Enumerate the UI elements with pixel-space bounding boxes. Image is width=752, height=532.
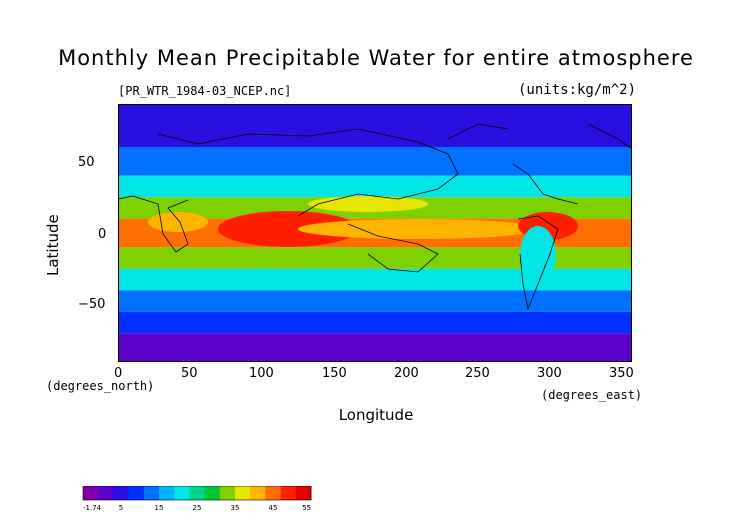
units-label: (units:kg/m^2) bbox=[518, 82, 637, 98]
y-axis-label: Latitude bbox=[44, 214, 62, 276]
field-band-9 bbox=[118, 333, 632, 362]
field-band-0 bbox=[118, 104, 632, 147]
field-patch-0 bbox=[218, 211, 358, 247]
field-band-6 bbox=[118, 268, 632, 291]
colorbar-swatch-10 bbox=[235, 486, 251, 500]
x-tick-0: 0 bbox=[114, 366, 123, 381]
colorbar-tick-label: 55 bbox=[302, 504, 311, 512]
x-axis-label: Longitude bbox=[338, 406, 414, 424]
field-band-1 bbox=[118, 147, 632, 176]
colorbar-tick-label: 45 bbox=[269, 504, 278, 512]
map-plot bbox=[118, 104, 632, 362]
colorbar-frame bbox=[82, 486, 312, 501]
colorbar-swatch-2 bbox=[113, 486, 129, 500]
colorbar: -1.74 5 15 25 35 45 55 bbox=[82, 486, 312, 512]
x-tick-350: 350 bbox=[609, 366, 634, 381]
colorbar-swatch-6 bbox=[174, 486, 190, 500]
x-tick-200: 200 bbox=[394, 366, 419, 381]
coastline-4 bbox=[517, 215, 559, 311]
colorbar-swatch-12 bbox=[265, 486, 281, 500]
colorbar-tick-label: 15 bbox=[155, 504, 164, 512]
y-tick-0: 0 bbox=[98, 227, 107, 242]
y-tick-neg50: −50 bbox=[78, 297, 106, 312]
x-tick-250: 250 bbox=[465, 366, 490, 381]
chart-title: Monthly Mean Precipitable Water for enti… bbox=[58, 46, 694, 70]
coastline-1 bbox=[157, 128, 459, 217]
colorbar-swatch-4 bbox=[143, 486, 160, 500]
field-band-2 bbox=[118, 175, 632, 198]
colorbar-swatch-0 bbox=[83, 486, 99, 500]
coastline-6 bbox=[587, 123, 632, 150]
field-band-7 bbox=[118, 290, 632, 312]
colorbar-tick-label: 25 bbox=[193, 504, 202, 512]
plot-frame bbox=[118, 104, 632, 362]
x-tick-50: 50 bbox=[181, 366, 198, 381]
x-tick-150: 150 bbox=[322, 366, 347, 381]
colorbar-swatch-9 bbox=[219, 486, 236, 500]
field-patch-5 bbox=[520, 226, 556, 282]
colorbar-swatch-13 bbox=[280, 486, 297, 500]
colorbar-swatch-7 bbox=[189, 486, 205, 500]
field-band-8 bbox=[118, 311, 632, 334]
colorbar-swatch-14 bbox=[295, 486, 312, 500]
colorbar-tick-label: -1.74 bbox=[83, 504, 102, 512]
field-patch-4 bbox=[308, 196, 428, 212]
field-band-5 bbox=[118, 247, 632, 269]
coastline-3 bbox=[512, 163, 579, 205]
x-tick-300: 300 bbox=[537, 366, 562, 381]
field-patch-3 bbox=[148, 212, 208, 232]
colorbar-swatch-3 bbox=[128, 486, 145, 500]
y-tick-50: 50 bbox=[78, 155, 95, 170]
coastline-0 bbox=[118, 195, 189, 253]
colorbar-tick-label: 5 bbox=[119, 504, 123, 512]
colorbar-swatch-11 bbox=[250, 486, 266, 500]
x-unit-label: (degrees_east) bbox=[541, 388, 643, 402]
colorbar-tick-label: 35 bbox=[231, 504, 240, 512]
y-unit-label: (degrees_north) bbox=[46, 379, 155, 393]
x-tick-100: 100 bbox=[249, 366, 274, 381]
file-label: [PR_WTR_1984-03_NCEP.nc] bbox=[118, 84, 292, 98]
coastline-5 bbox=[447, 123, 509, 140]
colorbar-swatch-5 bbox=[159, 486, 175, 500]
colorbar-swatch-8 bbox=[204, 486, 221, 500]
field-patch-1 bbox=[298, 219, 538, 239]
coastline-2 bbox=[347, 223, 439, 273]
colorbar-swatch-1 bbox=[98, 486, 114, 500]
